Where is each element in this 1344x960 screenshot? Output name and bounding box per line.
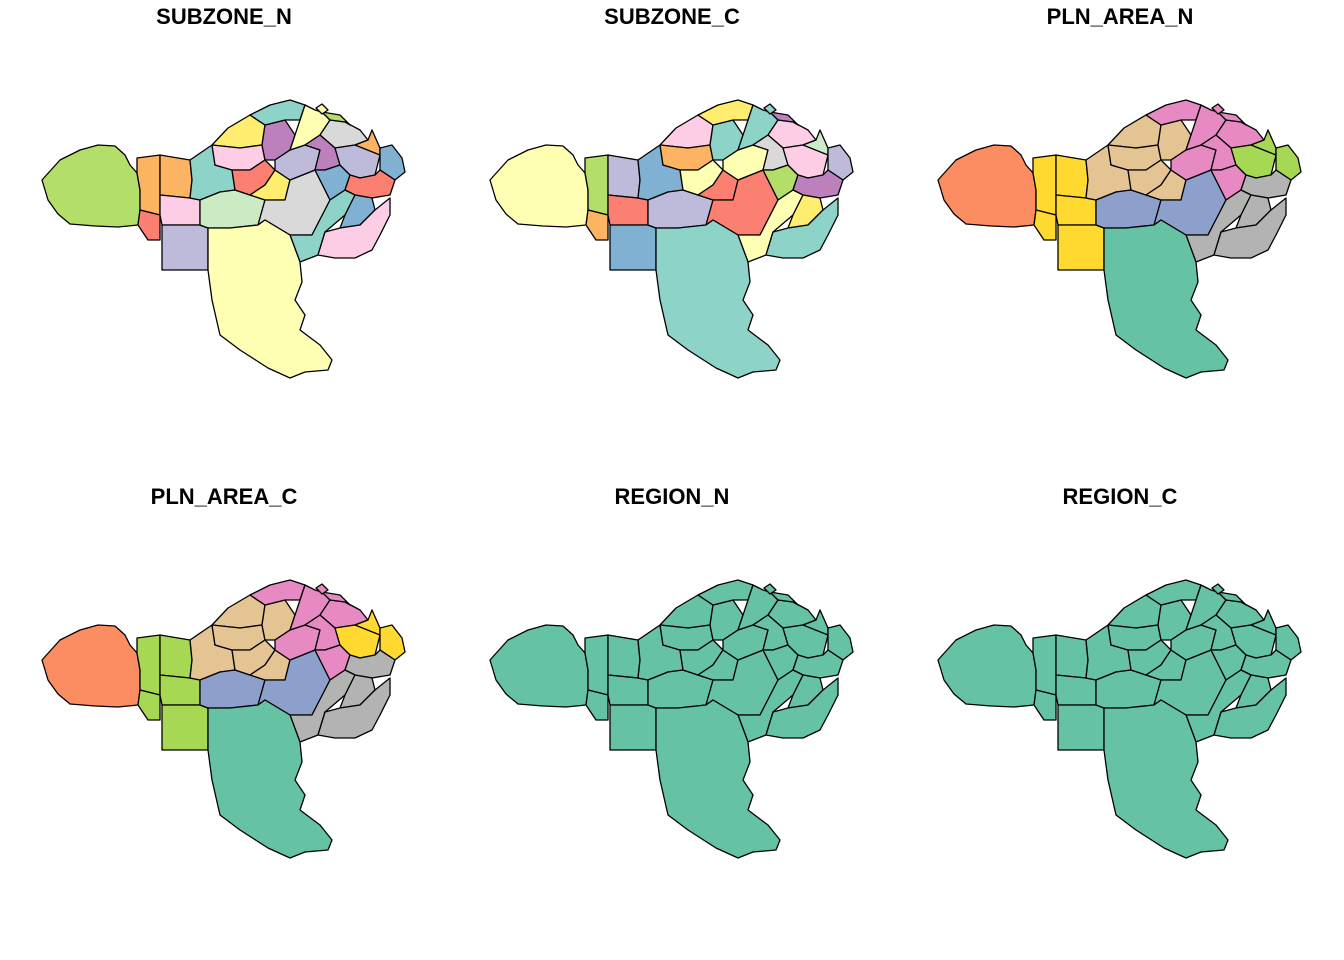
map-panel-pln-area-n: PLN_AREA_N	[896, 0, 1344, 480]
map-region-w3	[1033, 689, 1057, 721]
map-region-c7	[1145, 579, 1202, 606]
map-region-w5	[1057, 224, 1105, 271]
map-region-e7	[317, 197, 391, 259]
map-region-south	[655, 699, 781, 859]
map-region-w2	[607, 154, 641, 199]
map-region-w5	[609, 224, 657, 271]
map-region-n3	[769, 591, 799, 606]
map-panel-subzone-c: SUBZONE_C	[448, 0, 896, 480]
map-region-w1	[136, 634, 161, 696]
map-region-island	[763, 583, 777, 595]
map-region-w2	[159, 154, 193, 199]
panel-title: SUBZONE_N	[156, 4, 292, 29]
map-region-w3	[137, 689, 161, 721]
map-region-south	[207, 699, 333, 859]
map-region-w1	[584, 634, 609, 696]
panel-title: REGION_N	[614, 484, 730, 509]
map-region-south	[1103, 219, 1229, 379]
map-region-w2	[1055, 154, 1089, 199]
map-region-w1	[136, 154, 161, 216]
map-region-w1	[584, 154, 609, 216]
choropleth-map	[937, 579, 1302, 859]
map-panel-region-n: REGION_N	[448, 480, 896, 960]
map-region-n3	[769, 111, 799, 126]
map-region-w4	[159, 194, 201, 226]
map-region-e7	[317, 677, 391, 739]
map-region-w1	[1032, 634, 1057, 696]
map-region-w2	[159, 634, 193, 679]
map-region-w5	[609, 704, 657, 751]
map-region-w3	[585, 689, 609, 721]
map-region-c7	[697, 99, 754, 126]
map-region-w5	[1057, 704, 1105, 751]
map-region-west	[41, 624, 141, 708]
map-region-w3	[585, 209, 609, 241]
map-region-c7	[697, 579, 754, 606]
map-region-e2	[802, 129, 829, 156]
map-region-west	[489, 624, 589, 708]
map-region-c7	[249, 579, 306, 606]
panel-title: PLN_AREA_C	[150, 484, 298, 509]
map-region-west	[937, 624, 1037, 708]
choropleth-map	[937, 99, 1302, 379]
panel-title: SUBZONE_C	[604, 4, 740, 29]
map-region-w5	[161, 224, 209, 271]
map-region-w2	[1055, 634, 1089, 679]
map-panel-subzone-n: SUBZONE_N	[0, 0, 448, 480]
map-region-west	[489, 144, 589, 228]
map-region-south	[207, 219, 333, 379]
map-region-island	[1211, 583, 1225, 595]
map-region-e7	[765, 677, 839, 739]
map-region-w4	[159, 674, 201, 706]
map-region-w1	[1032, 154, 1057, 216]
map-region-e3	[827, 144, 854, 181]
map-region-e7	[765, 197, 839, 259]
map-region-e3	[379, 144, 406, 181]
map-region-e3	[1275, 624, 1302, 661]
map-region-e3	[827, 624, 854, 661]
map-region-w4	[1055, 674, 1097, 706]
map-region-south	[1103, 699, 1229, 859]
map-panel-pln-area-c: PLN_AREA_C	[0, 480, 448, 960]
map-region-e2	[802, 609, 829, 636]
choropleth-map	[489, 99, 854, 379]
choropleth-map	[41, 579, 406, 859]
map-region-west	[41, 144, 141, 228]
map-region-w4	[1055, 194, 1097, 226]
map-region-e2	[354, 609, 381, 636]
panel-title: PLN_AREA_N	[1046, 4, 1194, 29]
map-panel-region-c: REGION_C	[896, 480, 1344, 960]
map-region-n3	[1217, 111, 1247, 126]
map-region-n3	[321, 111, 351, 126]
panel-title: REGION_C	[1062, 484, 1178, 509]
map-region-n3	[1217, 591, 1247, 606]
choropleth-map	[41, 99, 406, 379]
map-region-island	[1211, 103, 1225, 115]
choropleth-map	[489, 579, 854, 859]
map-region-w2	[607, 634, 641, 679]
map-region-w4	[607, 194, 649, 226]
map-region-south	[655, 219, 781, 379]
map-region-w3	[137, 209, 161, 241]
map-region-e3	[1275, 144, 1302, 181]
map-region-e2	[1250, 129, 1277, 156]
map-region-w4	[607, 674, 649, 706]
map-region-c7	[249, 99, 306, 126]
map-region-w5	[161, 704, 209, 751]
map-region-c7	[1145, 99, 1202, 126]
map-region-e2	[1250, 609, 1277, 636]
map-region-n3	[321, 591, 351, 606]
map-region-island	[315, 103, 329, 115]
map-region-e2	[354, 129, 381, 156]
map-region-island	[315, 583, 329, 595]
map-region-west	[937, 144, 1037, 228]
map-region-e7	[1213, 677, 1287, 739]
map-region-w3	[1033, 209, 1057, 241]
map-region-e3	[379, 624, 406, 661]
map-region-e7	[1213, 197, 1287, 259]
map-region-island	[763, 103, 777, 115]
